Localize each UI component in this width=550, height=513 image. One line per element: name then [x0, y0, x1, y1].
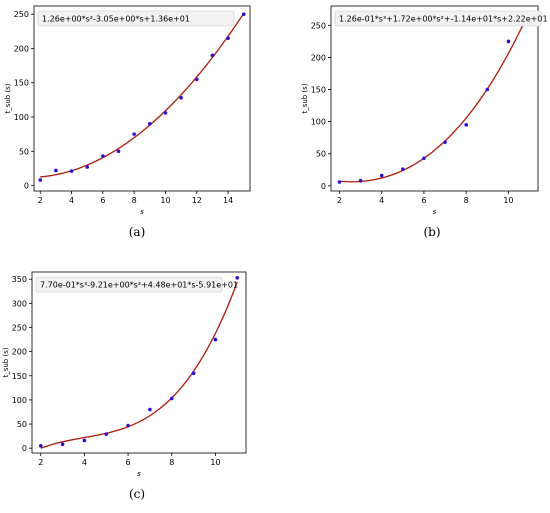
y-tick-label: 100	[12, 396, 27, 405]
x-tick-label: 4	[82, 458, 87, 467]
fit-curve	[339, 10, 531, 183]
data-point	[179, 96, 183, 100]
x-tick-label: 8	[132, 196, 137, 205]
x-axis-label: s	[137, 470, 141, 478]
y-tick-label: 250	[311, 21, 326, 30]
data-point	[226, 36, 230, 41]
x-tick-label: 14	[223, 196, 233, 205]
data-point	[241, 12, 246, 17]
data-point	[38, 178, 43, 182]
data-point	[194, 77, 199, 82]
x-tick-label: 8	[464, 196, 469, 205]
data-point	[506, 39, 511, 44]
fit-equation: 1.26e-01*s³+1.72e+00*s²+-1.14e+01*s+2.22…	[339, 15, 548, 24]
x-tick-label: 4	[379, 196, 384, 205]
y-tick-label: 0	[24, 182, 29, 191]
x-tick-label: 2	[38, 458, 43, 467]
equation-box	[334, 10, 542, 27]
x-tick-label: 4	[69, 196, 74, 205]
x-axis-label: s	[433, 208, 437, 216]
data-point	[191, 371, 196, 376]
fit-equation: 1.26e+00*s²-3.05e+00*s+1.36e+01	[42, 15, 190, 24]
y-tick-label: 0	[321, 182, 326, 191]
data-point	[169, 396, 174, 401]
equation-box	[37, 10, 235, 27]
data-point	[148, 122, 152, 126]
x-tick-label: 10	[503, 196, 513, 205]
data-point	[54, 168, 58, 173]
y-tick-label: 150	[12, 372, 27, 381]
y-tick-label: 50	[316, 150, 326, 159]
x-tick-label: 6	[421, 196, 426, 205]
fit-curve	[40, 281, 238, 449]
data-point	[116, 149, 121, 154]
data-point	[210, 53, 215, 58]
panel-caption: (b)	[423, 225, 440, 239]
y-axis-label: t_sub (s)	[4, 83, 12, 113]
data-point	[485, 87, 490, 92]
y-tick-label: 200	[12, 348, 27, 357]
data-point	[235, 275, 240, 280]
data-point	[379, 173, 384, 178]
y-tick-label: 200	[311, 53, 326, 62]
y-tick-label: 300	[12, 299, 27, 308]
data-point	[163, 111, 168, 115]
y-axis-label: t_sub (s)	[301, 83, 309, 113]
x-tick-label: 6	[126, 458, 131, 467]
y-tick-label: 100	[14, 113, 29, 122]
data-point	[401, 167, 405, 171]
y-tick-label: 250	[14, 10, 29, 19]
data-point	[443, 140, 447, 144]
plot-frame	[330, 5, 539, 192]
x-tick-label: 2	[38, 196, 43, 205]
x-tick-label: 10	[210, 458, 220, 467]
data-point	[82, 438, 87, 443]
data-point	[60, 442, 65, 447]
fit-equation: 7.70e-01*s³-9.21e+00*s²+4.48e+01*s-5.91e…	[40, 281, 238, 290]
data-point	[85, 165, 90, 169]
y-tick-label: 200	[14, 44, 29, 53]
data-point	[464, 123, 468, 127]
data-point	[213, 337, 218, 342]
y-tick-label: 0	[22, 444, 27, 453]
fit-curve	[40, 12, 245, 178]
y-tick-label: 250	[12, 324, 27, 333]
data-point	[69, 169, 74, 173]
y-tick-label: 350	[12, 275, 27, 284]
data-point	[337, 180, 342, 184]
y-tick-label: 50	[19, 147, 29, 156]
plot-frame	[33, 5, 251, 192]
y-tick-label: 50	[17, 420, 27, 429]
y-axis-label: t_sub (s)	[2, 347, 10, 377]
panel-caption: (a)	[129, 225, 146, 239]
data-point	[38, 443, 43, 448]
y-tick-label: 150	[311, 86, 326, 95]
data-point	[126, 423, 130, 428]
data-point	[132, 132, 136, 136]
data-point	[104, 432, 109, 436]
plot-frame	[31, 271, 247, 454]
panel-caption: (c)	[129, 487, 145, 501]
x-tick-label: 2	[337, 196, 342, 205]
y-tick-label: 100	[311, 118, 326, 127]
x-tick-label: 10	[160, 196, 170, 205]
x-tick-label: 6	[100, 196, 105, 205]
y-tick-label: 150	[14, 79, 29, 88]
chart-panel-a: 2 4 6 8 10 12 14 0 50 100 150 200 250 s t_sub (s) 1.26e…	[4, 5, 251, 239]
x-axis-label: s	[140, 208, 144, 216]
x-tick-label: 12	[192, 196, 202, 205]
x-tick-label: 8	[169, 458, 174, 467]
data-point	[148, 407, 152, 412]
equation-box	[35, 276, 223, 293]
data-point	[422, 156, 426, 161]
data-point	[101, 154, 105, 158]
data-point	[358, 178, 363, 183]
